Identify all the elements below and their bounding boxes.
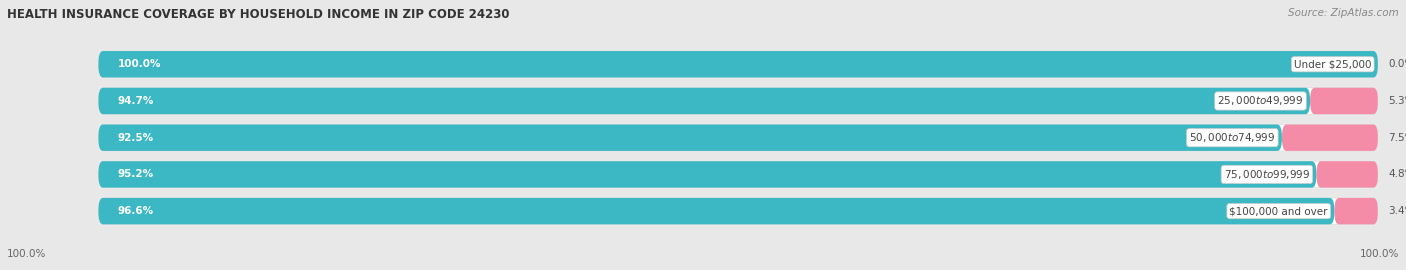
FancyBboxPatch shape	[98, 161, 1378, 188]
FancyBboxPatch shape	[98, 88, 1378, 114]
FancyBboxPatch shape	[1334, 198, 1378, 224]
Text: 94.7%: 94.7%	[118, 96, 155, 106]
Text: Under $25,000: Under $25,000	[1294, 59, 1371, 69]
Text: Source: ZipAtlas.com: Source: ZipAtlas.com	[1288, 8, 1399, 18]
Text: 100.0%: 100.0%	[7, 249, 46, 259]
Text: $75,000 to $99,999: $75,000 to $99,999	[1223, 168, 1310, 181]
FancyBboxPatch shape	[98, 124, 1282, 151]
FancyBboxPatch shape	[98, 50, 1378, 79]
FancyBboxPatch shape	[98, 198, 1378, 224]
Text: 95.2%: 95.2%	[118, 169, 153, 180]
Text: HEALTH INSURANCE COVERAGE BY HOUSEHOLD INCOME IN ZIP CODE 24230: HEALTH INSURANCE COVERAGE BY HOUSEHOLD I…	[7, 8, 509, 21]
FancyBboxPatch shape	[98, 51, 1378, 77]
FancyBboxPatch shape	[98, 161, 1316, 188]
FancyBboxPatch shape	[98, 88, 1310, 114]
FancyBboxPatch shape	[98, 51, 1378, 77]
FancyBboxPatch shape	[1282, 124, 1378, 151]
FancyBboxPatch shape	[98, 86, 1378, 116]
Text: 5.3%: 5.3%	[1388, 96, 1406, 106]
Text: 4.8%: 4.8%	[1388, 169, 1406, 180]
FancyBboxPatch shape	[98, 197, 1378, 226]
Text: 7.5%: 7.5%	[1388, 133, 1406, 143]
Text: $25,000 to $49,999: $25,000 to $49,999	[1218, 94, 1303, 107]
FancyBboxPatch shape	[1310, 88, 1378, 114]
Text: 0.0%: 0.0%	[1388, 59, 1406, 69]
Text: $50,000 to $74,999: $50,000 to $74,999	[1189, 131, 1275, 144]
FancyBboxPatch shape	[98, 124, 1378, 151]
Text: 100.0%: 100.0%	[1360, 249, 1399, 259]
Text: $100,000 and over: $100,000 and over	[1229, 206, 1329, 216]
Text: 92.5%: 92.5%	[118, 133, 153, 143]
FancyBboxPatch shape	[98, 160, 1378, 189]
Text: 96.6%: 96.6%	[118, 206, 153, 216]
FancyBboxPatch shape	[1316, 161, 1378, 188]
FancyBboxPatch shape	[98, 123, 1378, 152]
Text: 3.4%: 3.4%	[1388, 206, 1406, 216]
Text: 100.0%: 100.0%	[118, 59, 162, 69]
FancyBboxPatch shape	[98, 198, 1334, 224]
